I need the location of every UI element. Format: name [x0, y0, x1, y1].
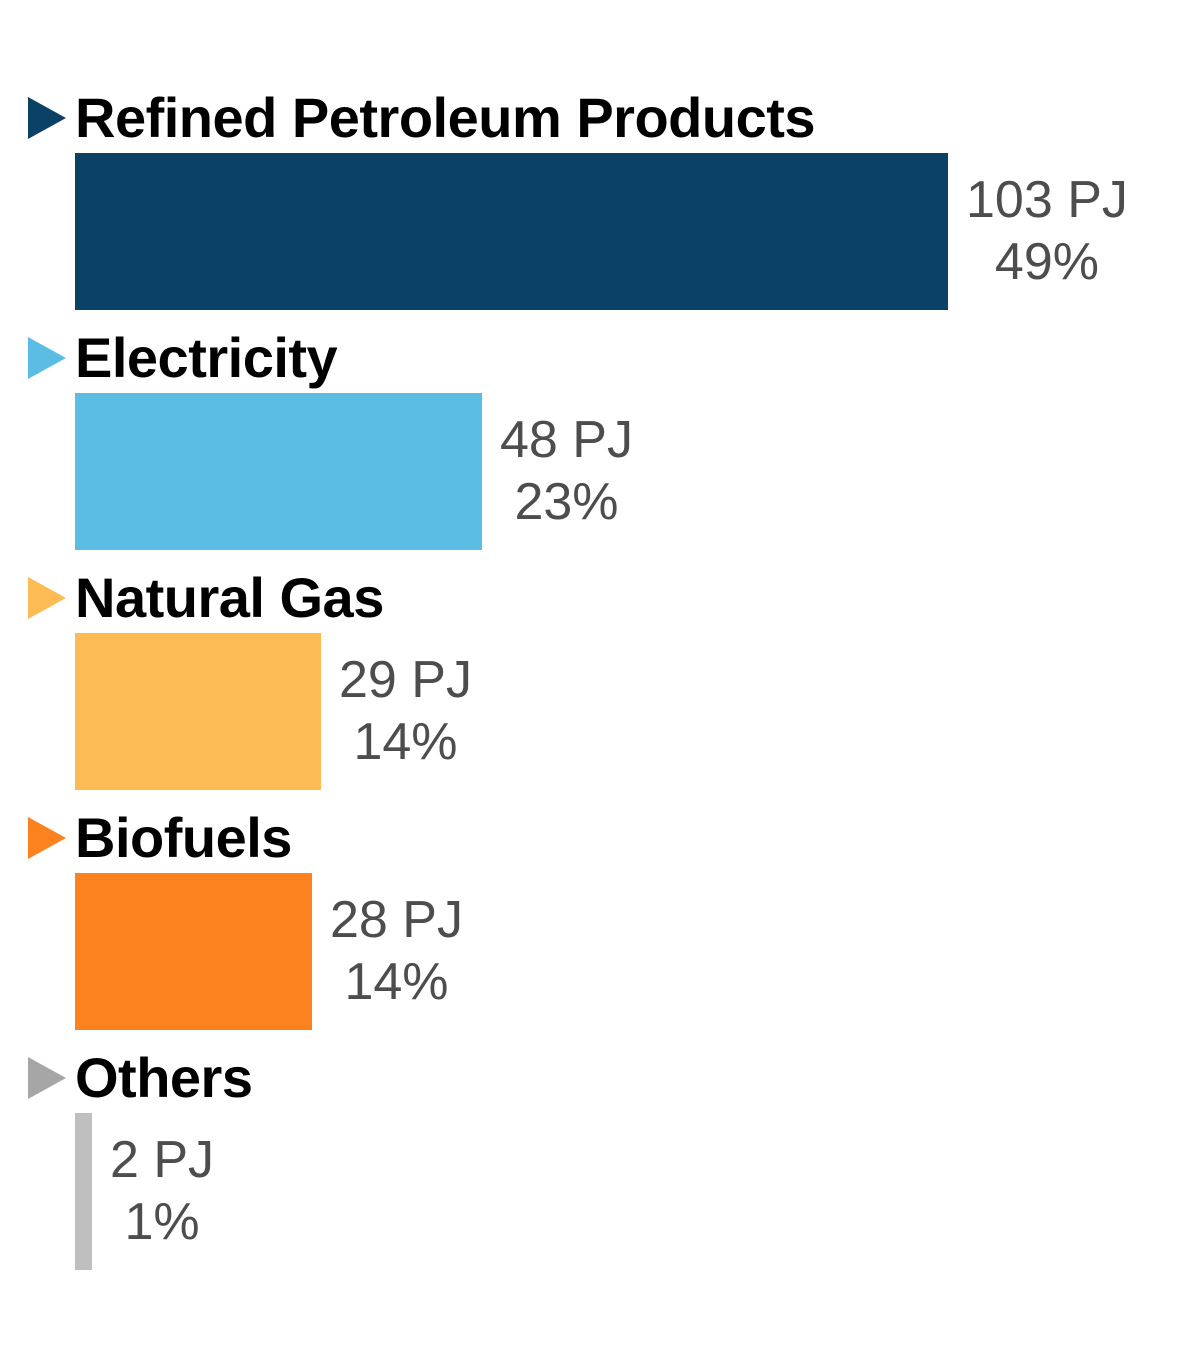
- value-percent-label: 1%: [124, 1192, 200, 1251]
- bar-refined-petroleum-products: [75, 153, 948, 310]
- bar-electricity: [75, 393, 482, 550]
- value-pj-label: 103 PJ: [966, 171, 1128, 230]
- category-label: Biofuels: [75, 806, 292, 869]
- row-header: Electricity: [0, 327, 1200, 389]
- bar-row: 2 PJ 1%: [75, 1113, 1200, 1270]
- value-percent-label: 49%: [994, 232, 1099, 291]
- triangle-right-icon: [28, 337, 66, 379]
- row-header: Refined Petroleum Products: [0, 87, 1200, 149]
- value-block: 103 PJ 49%: [966, 170, 1128, 293]
- bar-row: 48 PJ 23%: [75, 393, 1200, 550]
- category-label: Natural Gas: [75, 566, 384, 629]
- triangle-right-icon: [28, 577, 66, 619]
- value-percent-label: 23%: [514, 472, 619, 531]
- triangle-right-icon: [28, 817, 66, 859]
- triangle-right-icon: [28, 1057, 66, 1099]
- value-percent-label: 14%: [344, 952, 449, 1011]
- row-header: Others: [0, 1047, 1200, 1109]
- category-label: Electricity: [75, 326, 338, 389]
- value-pj-label: 28 PJ: [330, 891, 463, 950]
- bar-row: 28 PJ 14%: [75, 873, 1200, 1030]
- chart-row-electricity: Electricity 48 PJ 23%: [0, 327, 1200, 550]
- value-pj-label: 29 PJ: [339, 651, 472, 710]
- category-label: Others: [75, 1046, 253, 1109]
- chart-row-biofuels: Biofuels 28 PJ 14%: [0, 807, 1200, 1030]
- row-header: Biofuels: [0, 807, 1200, 869]
- value-block: 2 PJ 1%: [110, 1130, 214, 1253]
- bar-others: [75, 1113, 92, 1270]
- value-percent-label: 14%: [353, 712, 458, 771]
- value-block: 29 PJ 14%: [339, 650, 472, 773]
- value-pj-label: 2 PJ: [110, 1131, 215, 1190]
- chart-row-natural-gas: Natural Gas 29 PJ 14%: [0, 567, 1200, 790]
- value-block: 48 PJ 23%: [500, 410, 633, 533]
- row-header: Natural Gas: [0, 567, 1200, 629]
- bar-natural-gas: [75, 633, 321, 790]
- value-pj-label: 48 PJ: [500, 411, 633, 470]
- bar-row: 29 PJ 14%: [75, 633, 1200, 790]
- chart-row-refined-petroleum-products: Refined Petroleum Products 103 PJ 49%: [0, 87, 1200, 310]
- category-label: Refined Petroleum Products: [75, 86, 816, 149]
- value-block: 28 PJ 14%: [330, 890, 463, 1013]
- bar-row: 103 PJ 49%: [75, 153, 1200, 310]
- bar-biofuels: [75, 873, 312, 1030]
- chart-row-others: Others 2 PJ 1%: [0, 1047, 1200, 1270]
- triangle-right-icon: [28, 97, 66, 139]
